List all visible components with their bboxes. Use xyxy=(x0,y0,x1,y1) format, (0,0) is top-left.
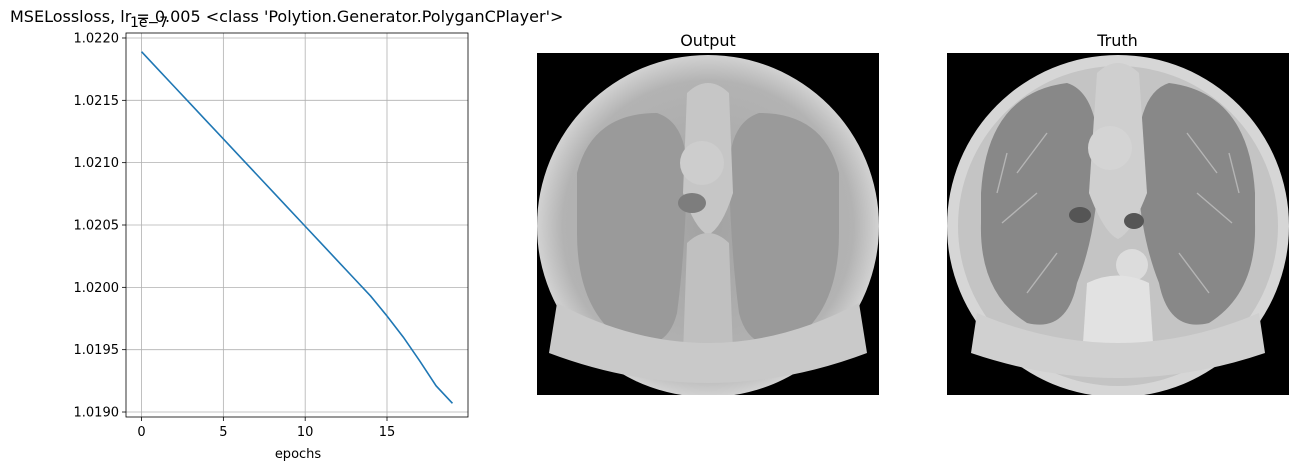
y-tick-label: 1.0220 xyxy=(74,31,120,46)
x-tick-label: 10 xyxy=(297,425,314,440)
chart-axes: 0 5 10 15 1.0190 1.0195 1.0200 1.0205 1.0210 1.02… xyxy=(74,31,469,440)
truth-panel-title: Truth xyxy=(1097,31,1138,50)
chart-grid xyxy=(126,33,468,417)
y-tick-label: 1.0210 xyxy=(74,156,120,171)
y-offset-text: 1e−7 xyxy=(130,15,168,31)
truth-ct-image xyxy=(947,53,1289,395)
figure-title: MSELossloss, lr = 0.005 <class 'Polytion… xyxy=(10,7,564,26)
y-tick-label: 1.0205 xyxy=(74,219,120,234)
y-tick-label: 1.0215 xyxy=(74,94,120,109)
output-ct-image xyxy=(537,53,879,395)
loss-chart: 0 5 10 15 1.0190 1.0195 1.0200 1.0205 1.0210 1.02… xyxy=(74,15,469,462)
chart-series xyxy=(140,51,454,404)
x-tick-label: 15 xyxy=(379,425,396,440)
output-panel-title: Output xyxy=(680,31,736,50)
y-tick-label: 1.0200 xyxy=(74,281,120,296)
x-axis-label: epochs xyxy=(275,447,322,462)
x-tick-label: 5 xyxy=(219,425,227,440)
x-tick-label: 0 xyxy=(137,425,145,440)
loss-line xyxy=(140,51,454,404)
y-tick-label: 1.0195 xyxy=(74,343,120,358)
y-tick-label: 1.0190 xyxy=(74,406,120,421)
